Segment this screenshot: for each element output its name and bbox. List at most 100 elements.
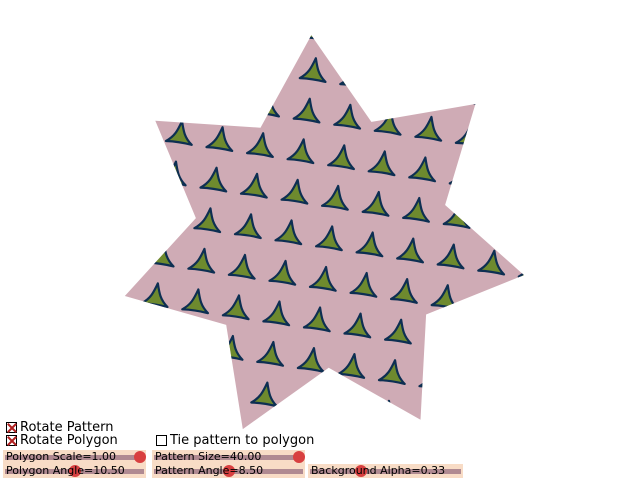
pattern-motif — [91, 67, 120, 93]
pattern-motif — [314, 225, 343, 252]
pattern-motif — [256, 340, 285, 367]
pattern-motif — [493, 417, 522, 430]
pattern-motif — [221, 294, 250, 321]
slider-knob[interactable] — [355, 465, 368, 477]
pattern-motif — [124, 276, 128, 303]
pattern-motif — [339, 63, 368, 90]
pattern-motif — [264, 35, 293, 37]
pattern-motif — [477, 249, 506, 276]
pattern-motif — [164, 120, 193, 146]
pattern-motif — [124, 403, 151, 430]
rotate-polygon-checkbox[interactable]: Rotate Polygon — [6, 433, 118, 448]
pattern-motif — [420, 75, 449, 102]
rotate-polygon-label: Rotate Polygon — [20, 433, 118, 448]
pattern-motif — [408, 156, 437, 183]
pattern-motif — [286, 138, 315, 165]
pattern-motif — [89, 356, 118, 382]
pattern-motif — [355, 231, 384, 258]
checkbox-icon[interactable] — [6, 435, 17, 446]
pattern-motif — [140, 282, 169, 309]
slider-track[interactable] — [154, 455, 303, 460]
pattern-motif — [495, 127, 524, 154]
pattern-motif — [367, 150, 396, 177]
pattern-motif — [511, 296, 525, 323]
pattern-motif — [327, 144, 355, 171]
pattern-motif — [298, 57, 327, 84]
pattern-motif — [193, 207, 222, 234]
pattern-motif — [379, 69, 408, 96]
pattern-motif — [377, 359, 406, 386]
star-polygon — [124, 35, 525, 430]
slider-knob[interactable] — [222, 465, 235, 477]
pattern-motif — [458, 371, 487, 398]
pattern-motif — [258, 51, 286, 77]
checkbox-icon[interactable] — [156, 435, 167, 446]
pattern-motif — [515, 6, 544, 32]
pattern-motif — [128, 363, 157, 390]
pattern-motif — [124, 235, 135, 262]
pattern-motif — [239, 172, 268, 199]
background-alpha-slider[interactable]: Background Alpha=0.33 — [308, 464, 463, 478]
pattern-motif — [426, 35, 455, 61]
rotate-pattern-label: Rotate Pattern — [20, 420, 114, 435]
pattern-size-slider[interactable]: Pattern Size=40.00 — [152, 450, 305, 464]
pattern-motif — [489, 168, 518, 195]
pattern-motif — [134, 322, 163, 349]
pattern-motif — [499, 377, 525, 404]
pattern-motif — [383, 318, 412, 345]
pattern-motif — [227, 253, 256, 280]
polygon-scale-slider[interactable]: Polygon Scale=1.00 — [3, 450, 146, 464]
pattern-motif — [373, 109, 402, 136]
pattern-angle-slider[interactable]: Pattern Angle=8.50 — [152, 464, 305, 478]
pattern-motif — [320, 184, 349, 211]
pattern-motif — [543, 93, 572, 119]
pattern-motif — [361, 190, 390, 217]
pattern-motif — [95, 316, 124, 342]
pattern-motif — [501, 87, 525, 114]
pattern-motif — [262, 300, 291, 327]
slider-knob[interactable] — [293, 451, 305, 463]
pattern-motif — [537, 133, 566, 159]
pattern-motif — [396, 237, 424, 264]
pattern-motif — [333, 103, 362, 130]
pattern-motif — [418, 365, 447, 392]
checkbox-icon[interactable] — [6, 422, 17, 433]
pattern-motif — [199, 166, 228, 193]
pattern-motif — [181, 288, 210, 315]
pattern-motif — [250, 381, 279, 408]
pattern-motif — [430, 284, 459, 311]
pattern-motif — [345, 35, 374, 49]
pattern-motif — [130, 73, 159, 100]
pattern-motif — [169, 369, 197, 396]
pattern-motif — [296, 347, 325, 373]
tie-pattern-checkbox[interactable]: Tie pattern to polygon — [156, 433, 314, 448]
pattern-motif — [136, 35, 165, 59]
pattern-motif — [205, 126, 234, 153]
pattern-motif — [466, 40, 495, 67]
pattern-motif — [170, 79, 199, 106]
slider-knob[interactable] — [134, 451, 146, 463]
pattern-motif — [349, 271, 378, 298]
polygon-angle-label: Polygon Angle=10.50 — [6, 464, 125, 477]
pattern-motif — [152, 201, 181, 228]
pattern-motif — [233, 213, 262, 240]
pattern-motif — [402, 196, 430, 223]
rotate-pattern-checkbox[interactable]: Rotate Pattern — [6, 420, 113, 435]
pattern-motif — [187, 247, 216, 274]
pattern-motif — [505, 336, 525, 363]
pattern-motif — [465, 330, 493, 357]
slider-knob[interactable] — [68, 465, 81, 477]
pattern-motif — [162, 409, 191, 430]
pattern-motif — [424, 324, 453, 351]
pattern-motif — [211, 85, 240, 112]
pattern-motif — [245, 132, 274, 159]
slider-track[interactable] — [5, 455, 144, 460]
pattern-motif — [274, 219, 303, 246]
pattern-motif — [389, 278, 418, 304]
polygon-angle-slider[interactable]: Polygon Angle=10.50 — [3, 464, 146, 478]
pattern-motif — [124, 195, 141, 221]
pattern-motif — [523, 215, 525, 242]
pattern-motif — [302, 306, 331, 333]
slider-track[interactable] — [310, 469, 461, 474]
